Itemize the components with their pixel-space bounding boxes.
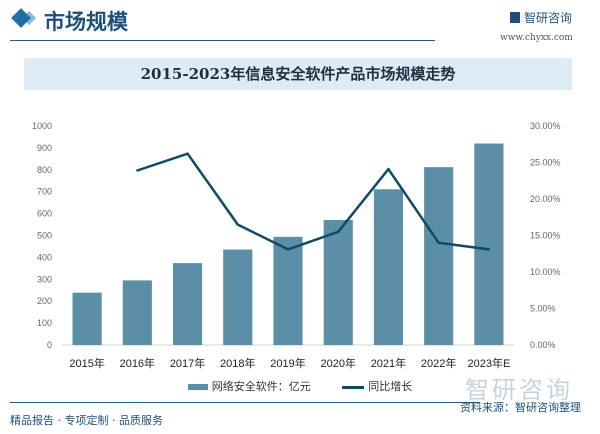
brand-logo: 智研咨询 [510,9,572,26]
x-tick-label: 2018年 [220,356,255,370]
x-tick-label: 2015年 [69,356,104,370]
logo-icon [510,12,520,23]
y-left-tick-label: 900 [37,143,52,153]
growth-point-2021年 [387,167,390,171]
growth-point-2022年 [437,241,440,244]
y-right-tick-label: 25.00% [530,158,561,168]
x-tick-label: 2016年 [120,356,155,370]
bar-2015年 [72,292,102,345]
bar-2019年 [273,236,303,345]
y-left-tick-label: 200 [37,296,52,306]
legend: 网络安全软件：亿元 同比增长 [0,378,600,394]
x-tick-label: 2023年E [467,356,510,370]
y-left-tick-label: 300 [37,274,52,284]
y-right-tick-label: 20.00% [530,194,561,204]
section-title: 市场规模 [44,9,128,34]
bar-2018年 [223,249,253,345]
growth-point-2016年 [136,169,139,172]
chart-title: 2015-2023年信息安全软件产品市场规模走势 [24,58,572,90]
legend-line: 同比增长 [342,378,412,394]
y-left-tick-label: 400 [37,252,52,262]
growth-line [136,152,490,251]
bar-2016年 [122,280,152,345]
y-right-tick-label: 5.00% [530,304,556,314]
y-left-tick-label: 800 [37,165,52,175]
growth-point-2019年 [286,248,290,251]
y-right-tick-label: 0.00% [530,340,556,350]
y-left-tick-label: 100 [37,318,52,328]
y-left-tick-label: 0 [47,340,52,350]
bar-2022年 [424,167,454,345]
legend-line-swatch [342,385,365,389]
bar-2020年 [323,219,353,345]
source-note: 资料来源：智研咨询整理 [460,401,581,414]
x-tick-label: 2022年 [421,356,456,370]
y-left-tick-label: 500 [37,231,52,241]
header-divider [10,40,435,41]
footer-slogan: 精品报告 · 专项定制 · 品质服务 [10,414,163,427]
growth-point-2023年E [487,248,491,251]
x-tick-label: 2020年 [320,356,355,370]
bar-2017年 [172,263,203,345]
y-left-tick-label: 1000 [32,121,52,131]
watermark-logo: 智研咨询 [465,376,573,404]
y-left-tick-label: 600 [37,209,52,219]
growth-point-2020年 [337,230,340,234]
growth-point-2017年 [186,152,189,155]
legend-line-label: 同比增长 [368,380,413,393]
x-tick-label: 2021年 [371,356,406,370]
y-right-tick-label: 30.00% [530,121,561,131]
legend-bar-label: 网络安全软件：亿元 [211,380,311,393]
y-left-tick-label: 700 [37,187,52,197]
legend-bar-swatch [187,384,208,390]
logo-text: 智研咨询 [524,11,573,25]
x-tick-label: 2017年 [170,356,205,370]
y-right-tick-label: 15.00% [530,231,561,241]
growth-point-2018年 [236,223,239,226]
bar-2023年E [474,143,504,345]
site-url: www.chyxx.com [500,33,573,43]
legend-bar: 网络安全软件：亿元 [187,378,311,394]
bar-2021年 [373,189,404,345]
footer-divider [10,402,480,403]
x-tick-label: 2019年 [270,356,305,370]
y-right-tick-label: 10.00% [530,267,561,277]
